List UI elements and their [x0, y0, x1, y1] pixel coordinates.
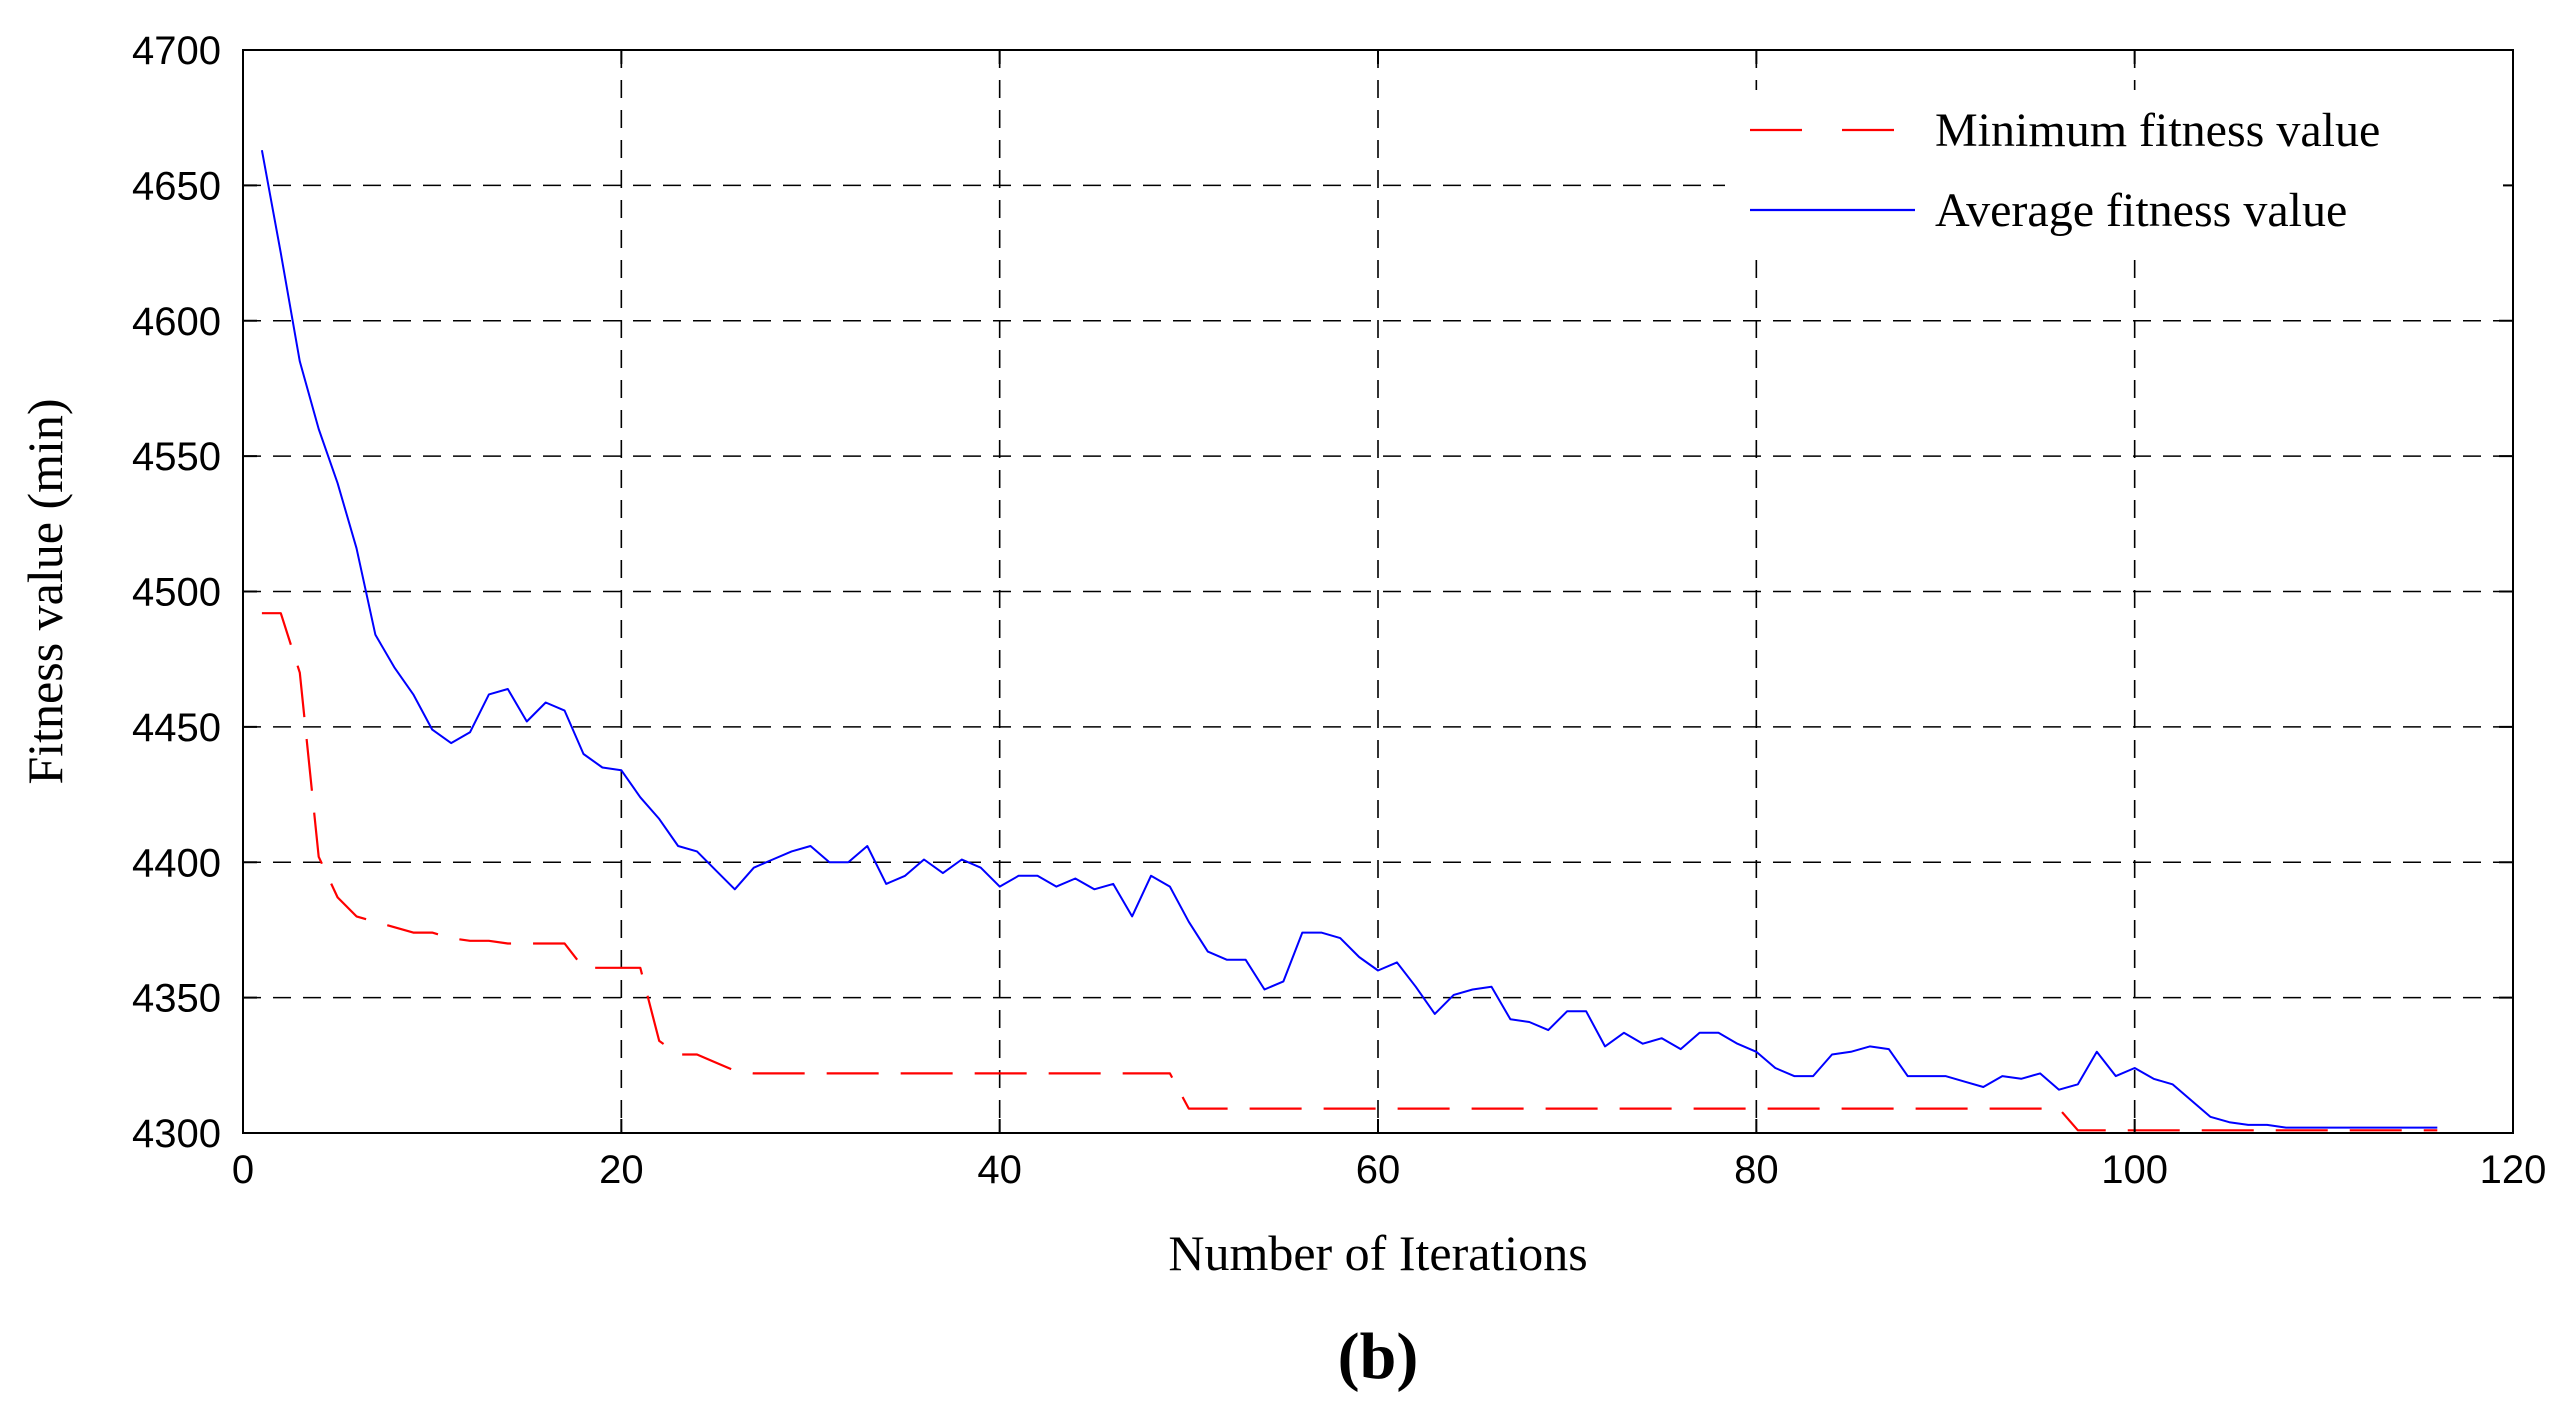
- y-tick-label-4700: 4700: [132, 29, 221, 73]
- x-tick-label-100: 100: [2101, 1148, 2168, 1192]
- series-line-average: [260, 150, 2438, 1129]
- x-tick-label-20: 20: [599, 1148, 644, 1192]
- y-tick-label-4400: 4400: [132, 841, 221, 885]
- series-line-minimum: [261, 612, 2438, 1132]
- legend-label-average: Average fitness value: [1935, 184, 2347, 237]
- panel-label: (b): [1338, 1320, 1419, 1393]
- x-tick-label-80: 80: [1734, 1148, 1779, 1192]
- x-tick-label-0: 0: [232, 1148, 254, 1192]
- y-tick-label-4600: 4600: [132, 300, 221, 344]
- y-axis-label: Fitness value (min): [17, 398, 73, 784]
- panel-label-close: ): [1396, 1320, 1418, 1393]
- legend: Minimum fitness value Average fitness va…: [1725, 90, 2503, 250]
- y-tick-label-4450: 4450: [132, 706, 221, 750]
- y-tick-label-4300: 4300: [132, 1112, 221, 1156]
- y-tick-label-4500: 4500: [132, 571, 221, 615]
- x-tick-label-120: 120: [2480, 1148, 2547, 1192]
- y-tick-label-4650: 4650: [132, 164, 221, 208]
- grid-lines: [243, 50, 2513, 1133]
- panel-label-letter: b: [1360, 1320, 1397, 1393]
- legend-label-minimum: Minimum fitness value: [1935, 104, 2380, 157]
- panel-label-open: (: [1338, 1320, 1360, 1393]
- x-tick-label-60: 60: [1356, 1148, 1401, 1192]
- x-axis-label: Number of Iterations: [1168, 1225, 1587, 1281]
- y-tick-label-4550: 4550: [132, 435, 221, 479]
- series-layer: [260, 150, 2438, 1132]
- axis-ticks: 0 20 40 60 80 100 120 4300 4350 4400 4450 4500 4550 4…: [132, 29, 2546, 1192]
- y-tick-label-4350: 4350: [132, 977, 221, 1021]
- legend-box: [1725, 90, 2503, 250]
- x-tick-label-40: 40: [977, 1148, 1022, 1192]
